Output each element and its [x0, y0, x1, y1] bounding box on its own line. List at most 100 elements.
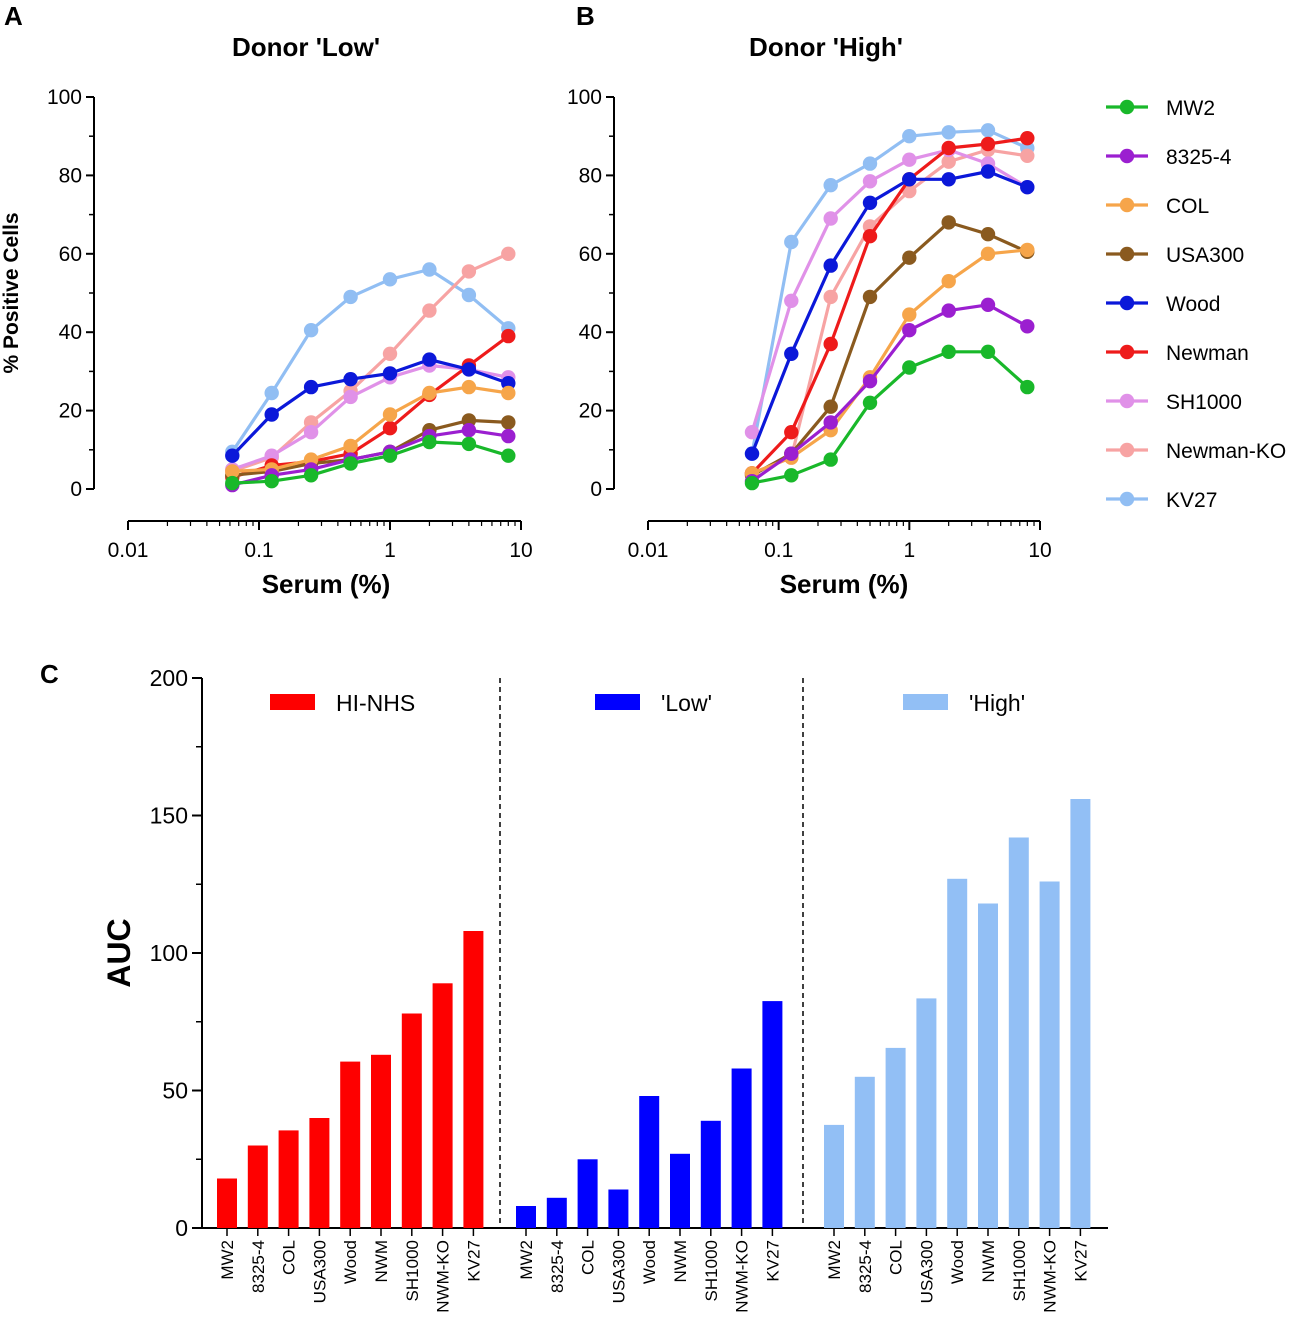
panel-c-category-label: SH1000	[702, 1240, 721, 1301]
panel-b-point-8325-4	[1020, 319, 1035, 334]
legend-item-sh1000: SH1000	[1106, 391, 1242, 414]
panel-a-point-8325-4	[461, 423, 477, 438]
panel-c-category-label: KV27	[763, 1240, 782, 1282]
panel-b-point-mw2	[784, 468, 799, 483]
panel-c-group-hi-nhs: MW2 8325-4 COL USA300 Wood NWM SH1000 NWM-KO KV2…	[217, 931, 484, 1313]
panel-b-point-wood	[862, 195, 878, 210]
legend-marker-col	[1119, 197, 1135, 213]
panel-c-category-label: 8325-4	[249, 1240, 268, 1293]
panel-b-point-8325-4	[902, 323, 917, 338]
panel-b-point-newman	[784, 425, 799, 440]
panel-c-bar-hi-nhs-wood	[340, 1061, 361, 1228]
panel-a-series-mw2	[225, 434, 516, 491]
panel-a-ytick-label: 0	[70, 478, 82, 501]
panel-a-point-mw2	[343, 456, 358, 471]
panel-c-legend-label-hi-nhs: HI-NHS	[336, 690, 415, 716]
panel-b-line-wood	[750, 169, 1028, 455]
panel-label-a: A	[4, 1, 23, 31]
panel-a-point-newman-ko	[461, 264, 477, 279]
panel-label-c: C	[40, 659, 59, 689]
panel-b-point-newman-ko	[902, 183, 917, 199]
legend-item-kv27: KV27	[1106, 489, 1217, 512]
panel-c-ytick-label: 200	[150, 665, 188, 691]
panel-c-legend-swatch-high	[903, 694, 948, 710]
panel-a-point-8325-4	[501, 428, 516, 444]
panel-a-point-sh1000	[343, 389, 358, 405]
panel-a-point-mw2	[382, 448, 398, 463]
panel-a-xtick-label: 1	[384, 539, 396, 562]
panel-b-line-col	[751, 248, 1028, 475]
legend-label-newman-ko: Newman-KO	[1166, 440, 1286, 463]
panel-c-bar-high-8325-4	[854, 1076, 875, 1229]
legend-marker-usa300	[1119, 246, 1135, 262]
panel-c-category-label: USA300	[609, 1240, 628, 1303]
panel-label-b: B	[576, 1, 595, 31]
panel-c-category-label: MW2	[825, 1240, 844, 1280]
legend-marker-wood	[1119, 295, 1135, 311]
panel-b-point-usa300	[823, 399, 838, 414]
panel-b-line-chart: Donor 'High' Serum (%) 0 20 40 60 80 100 0.01 0…	[567, 32, 1052, 599]
panel-c-category-label: Wood	[341, 1240, 360, 1284]
panel-b-point-kv27	[980, 123, 996, 138]
panel-b-point-mw2	[941, 344, 956, 359]
panel-a-point-newman-ko	[422, 303, 437, 318]
panel-b-point-kv27	[902, 129, 917, 144]
panel-c-category-label: 8325-4	[548, 1240, 567, 1293]
legend-marker-mw2	[1119, 99, 1135, 115]
panel-c-category-label: NWM	[979, 1240, 998, 1282]
panel-c-category-label: COL	[579, 1240, 598, 1275]
panel-b-point-wood	[823, 258, 838, 273]
panel-a-point-wood	[382, 366, 398, 381]
panel-a-ytick-label: 60	[59, 243, 82, 266]
legend-item-wood: Wood	[1106, 293, 1220, 316]
panel-c-ytick-label: 50	[162, 1078, 188, 1104]
panel-b-point-col	[941, 274, 956, 289]
panel-b-series-wood	[744, 164, 1035, 461]
legend-label-wood: Wood	[1166, 293, 1220, 316]
panel-c-bar-low-col	[577, 1159, 598, 1229]
panel-c-group-high: MW2 8325-4 COL USA300 Wood NWM SH1000 NWM-KO KV2…	[824, 799, 1091, 1313]
panel-a-point-mw2	[461, 436, 477, 452]
panel-b-point-sh1000	[784, 293, 799, 308]
panel-c-bar-high-col	[885, 1047, 906, 1228]
panel-c-bar-hi-nhs-col	[278, 1130, 299, 1228]
panel-c-legend-low: 'Low'	[595, 690, 712, 716]
panel-b-point-8325-4	[784, 446, 799, 461]
panel-b-point-wood	[941, 172, 956, 187]
panel-b-point-col	[1020, 242, 1035, 258]
panel-a-point-wood	[264, 407, 279, 422]
panel-a-point-col	[382, 407, 398, 422]
panel-a-point-usa300	[501, 415, 516, 430]
panel-a-point-mw2	[225, 475, 240, 491]
panel-b-point-mw2	[862, 395, 878, 410]
panel-b-point-wood	[980, 164, 996, 179]
legend-item-usa300: USA300	[1106, 244, 1244, 267]
legend-label-kv27: KV27	[1166, 489, 1217, 512]
panel-c-category-label: KV27	[464, 1240, 483, 1282]
panel-a-line-chart: Donor 'Low' % Positive Cells Serum (%) 0…	[0, 32, 533, 599]
panel-c-bar-high-wood	[947, 878, 968, 1229]
panel-c-ytick-label: 150	[150, 803, 188, 829]
panel-a-point-kv27	[422, 262, 437, 277]
panel-c-bar-high-nwm-ko	[1039, 881, 1060, 1228]
legend-item-8325-4: 8325-4	[1106, 146, 1232, 169]
panel-a-point-mw2	[303, 468, 319, 483]
panel-c-category-label: COL	[887, 1240, 906, 1275]
panel-b-xtick-label: 1	[903, 539, 915, 562]
panel-c-bar-hi-nhs-sh1000	[401, 1013, 422, 1228]
panel-b-point-mw2	[823, 452, 838, 467]
legend-label-sh1000: SH1000	[1166, 391, 1242, 414]
panel-a-ylabel: % Positive Cells	[0, 212, 23, 373]
panel-a-point-newman	[501, 328, 516, 344]
panel-a-point-sh1000	[303, 425, 319, 440]
panel-a-point-wood	[461, 362, 477, 377]
panel-c-legend-swatch-low	[595, 694, 640, 710]
legend-label-col: COL	[1166, 195, 1209, 218]
panel-b-point-usa300	[941, 215, 956, 230]
legend-marker-newman	[1119, 344, 1135, 360]
panel-c-legend-label-low: 'Low'	[661, 690, 712, 716]
panel-b-point-col	[902, 307, 917, 322]
panel-b-point-newman-ko	[941, 154, 956, 169]
panel-b-point-sh1000	[862, 174, 878, 189]
panel-c-category-label: NWM-KO	[434, 1240, 453, 1313]
